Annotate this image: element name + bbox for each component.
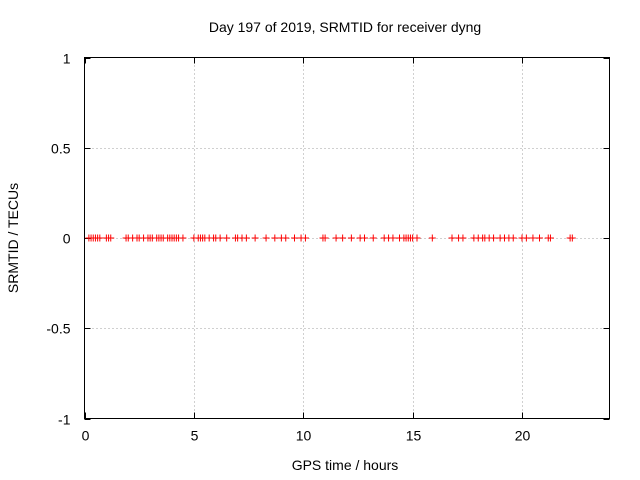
data-point [179,234,187,242]
data-point [242,234,250,242]
data-point [339,234,347,242]
x-tick-label: 20 [515,428,531,444]
data-point [369,234,377,242]
data-point [291,234,298,242]
data-point [361,234,368,242]
data-point [347,234,355,242]
x-axis-label: GPS time / hours [292,457,399,473]
y-tick-label: -0.5 [46,321,70,337]
y-tick-label: 0 [63,231,71,247]
data-point [271,234,279,242]
data-point [332,234,340,242]
data-point [509,234,517,242]
data-point [490,234,498,242]
data-point [428,234,436,242]
data-point [301,234,309,242]
data-point [251,234,259,242]
data-point [96,234,104,242]
data-point [223,234,231,242]
y-tick-label: -1 [58,412,71,428]
x-tick-label: 15 [406,428,422,444]
data-point [459,234,467,242]
x-tick-label: 10 [296,428,312,444]
x-tick-label: 5 [191,428,199,444]
data-point [413,234,421,242]
data-point [448,234,456,242]
y-tick-label: 1 [63,51,71,67]
y-axis-label: SRMTID / TECUs [5,183,21,293]
data-points [85,234,576,242]
data-point [546,234,554,242]
chart-title: Day 197 of 2019, SRMTID for receiver dyn… [209,19,481,35]
data-point [282,234,290,242]
data-point [321,234,329,242]
x-axis: 0 5 10 15 20 [82,57,531,444]
data-point [568,234,576,242]
data-point [107,234,115,242]
data-point [529,234,537,242]
data-point [536,234,543,242]
data-point [389,234,397,242]
y-tick-label: 0.5 [51,141,71,157]
data-point [262,234,270,242]
data-point [522,234,530,242]
data-point [216,234,224,242]
x-tick-label: 0 [82,428,90,444]
